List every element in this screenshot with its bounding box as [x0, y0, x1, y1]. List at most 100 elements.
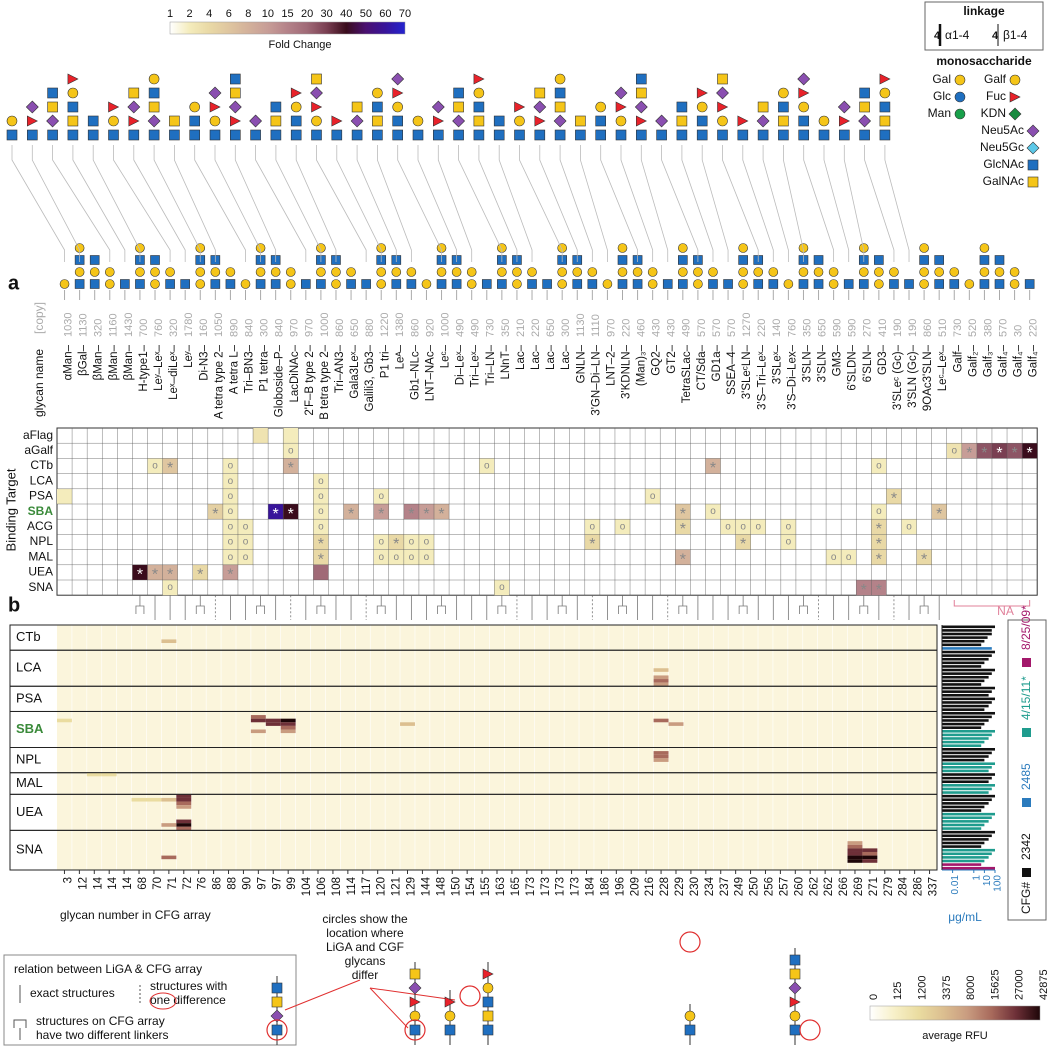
- heat-cell: [871, 580, 887, 596]
- heat-cell: [856, 580, 872, 596]
- heat-cell: [250, 718, 266, 723]
- glycan-name: Leᴬ–: [394, 344, 406, 369]
- significance-mark: o: [394, 552, 400, 563]
- structure: [6, 115, 18, 127]
- legend-text: have two different linkers: [36, 1028, 169, 1042]
- legend-box: [1007, 619, 1047, 921]
- connector: [133, 145, 186, 262]
- heat-cell: [946, 443, 962, 459]
- glycan-name: Tri–Leˣ–: [470, 344, 482, 387]
- glycan-name: Galf₃–: [982, 344, 994, 377]
- heat-cell: [253, 428, 269, 444]
- structure: [919, 255, 929, 265]
- glycan-name: Lac–: [545, 344, 557, 370]
- row-label: PSA: [16, 690, 42, 705]
- glycan-name: Lac–: [515, 344, 527, 370]
- concentration-bar: [942, 809, 982, 812]
- structure: [693, 279, 703, 289]
- structure: [557, 279, 567, 289]
- colorbar-tick-label: 20: [301, 8, 313, 20]
- structure: [615, 101, 627, 113]
- concentration-bar: [942, 794, 995, 798]
- legend-text: KDN: [981, 106, 1006, 120]
- heat-cell: [250, 729, 266, 734]
- row-label: PSA: [29, 489, 53, 503]
- row-label: CTb: [30, 458, 53, 472]
- structure: [514, 129, 525, 141]
- difference-circle: [404, 1019, 426, 1041]
- legend-text: structures on CFG array: [36, 1014, 165, 1028]
- concentration-bar: [942, 665, 982, 668]
- row-label: CTb: [16, 629, 41, 644]
- connector: [153, 145, 201, 262]
- structure: [255, 267, 266, 277]
- structure: [195, 267, 206, 277]
- significance-mark: o: [318, 476, 324, 487]
- x-tick-label: 0.01: [950, 875, 961, 895]
- significance-mark: o: [288, 445, 294, 456]
- heat-cell: [862, 859, 878, 863]
- legend-symbol: [1022, 658, 1031, 667]
- heat-cell: [916, 549, 932, 565]
- significance-mark: o: [424, 537, 430, 548]
- connector: [618, 595, 627, 614]
- structure: [554, 129, 566, 141]
- structure: [778, 87, 789, 99]
- structure: [858, 114, 872, 128]
- legend-text: 4: [992, 30, 999, 42]
- heat-cell: [871, 549, 887, 565]
- structure: [858, 267, 869, 277]
- row-label: MAL: [28, 549, 53, 563]
- structure: [632, 279, 643, 289]
- x-tick-label: 1: [971, 875, 982, 881]
- connector: [661, 145, 699, 262]
- structure: [290, 101, 302, 113]
- structure: [859, 87, 870, 99]
- legend-text: β1-4: [1003, 28, 1028, 42]
- structure: [723, 279, 733, 289]
- significance-mark: *: [167, 567, 173, 584]
- legend-title: relation between LiGA & CFG array: [14, 962, 202, 976]
- legend-text: Man: [928, 106, 951, 120]
- legend-symbol: [149, 992, 177, 1010]
- significance-mark: o: [228, 521, 234, 532]
- structure: [717, 115, 728, 127]
- concentration-bar: [942, 675, 989, 679]
- connector: [864, 145, 895, 262]
- structure: [412, 115, 424, 127]
- heat-cell: [668, 722, 684, 726]
- significance-mark: o: [846, 552, 852, 563]
- connector: [722, 145, 759, 262]
- structure: [542, 279, 552, 289]
- difference-circle: [266, 1019, 288, 1041]
- significance-mark: o: [906, 521, 912, 532]
- structure: [617, 267, 628, 277]
- connector: [113, 145, 171, 262]
- structure: [949, 279, 960, 289]
- connector: [214, 145, 261, 262]
- concentration-bar: [942, 704, 989, 708]
- x-tick-label: 234: [704, 876, 716, 896]
- structure: [331, 267, 341, 277]
- connector: [701, 145, 729, 262]
- glycan-copy: 760: [786, 319, 798, 337]
- connector: [256, 595, 265, 614]
- difference-circle: [679, 931, 701, 953]
- legend-text: GalNAc: [983, 174, 1024, 188]
- legend-text: Fuc: [986, 89, 1006, 103]
- structure: [879, 87, 891, 99]
- connector: [600, 145, 638, 262]
- heat-cell: [403, 504, 419, 520]
- structure: [376, 267, 387, 277]
- glycan-name: 3'SLeᶜLN–: [741, 344, 753, 399]
- structure: [979, 255, 990, 265]
- glycan-copy: 760: [153, 319, 165, 337]
- connector: [539, 145, 578, 262]
- concentration-bar: [942, 758, 985, 762]
- x-tick-label: 117: [361, 877, 373, 895]
- structure: [210, 267, 221, 277]
- glycan-name: CT/Sda–: [696, 344, 708, 390]
- structure: [311, 129, 322, 141]
- colorbar-title: average RFU: [922, 1030, 987, 1042]
- legend-text: one difference: [150, 993, 226, 1007]
